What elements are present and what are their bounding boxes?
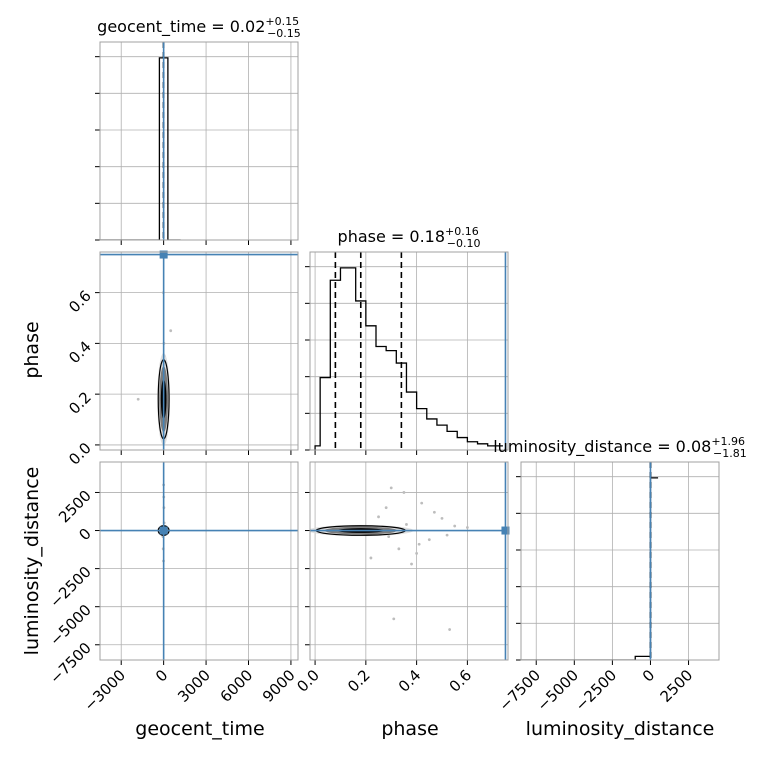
tick-label-x: −3000 [80,666,129,715]
tick-label-x: 0 [152,666,171,685]
panel-0-0: geocent_time = 0.02+0.15 −0.15 [95,15,301,245]
histogram-geocent_time [100,57,181,240]
scatter-point [410,562,413,566]
tick-label-y: 0.0 [65,439,95,469]
scatter-point [169,329,173,333]
tick-label-x: 2500 [657,666,697,706]
ylabel-luminosity-distance: luminosity_distance [21,467,43,656]
xlabel-geocent-time: geocent_time [135,718,264,740]
panel-frame [309,461,509,661]
tick-label-y: 0.2 [65,388,95,418]
truth-marker [159,526,168,535]
panel-frame [99,251,299,451]
tick-label-x: 0.0 [293,666,323,696]
tick-label-y: −7500 [46,639,95,688]
tick-label-y: 0.6 [65,287,95,317]
scatter-point [445,533,449,537]
scatter-point [448,628,452,631]
scatter-point [415,551,419,555]
scatter-point [427,538,431,542]
scatter-point [453,524,457,528]
histogram-phase [314,267,503,450]
scatter-point [387,535,391,539]
panel-frame [520,461,720,661]
scatter-point [420,501,424,505]
scatter-point [417,542,421,546]
scatter-point [377,515,380,519]
scatter-point [397,547,401,551]
scatter-point [405,523,408,526]
tick-label-x: 3000 [174,666,214,706]
scatter-point [392,617,396,621]
truth-marker [159,250,168,259]
scatter-point [432,510,436,514]
panel-1-1: phase = 0.18+0.16 −0.10 [305,225,509,455]
tick-label-x: −5000 [534,666,583,715]
panel-1-0: 0.0 0.2 0.4 0.6 [65,250,299,469]
truth-marker [501,526,510,535]
tick-label-x: 6000 [217,666,257,706]
tick-label-y: −2500 [46,563,95,612]
tick-label-x: 0.6 [446,666,476,696]
tick-label-y: 0.4 [65,337,95,367]
tick-label-y: 0 [75,525,94,544]
tick-label-y: 2500 [55,487,95,527]
ylabel-phase: phase [21,321,43,378]
scatter-point [136,397,140,401]
xlabel-luminosity-distance: luminosity_distance [526,718,715,740]
title-phase: phase = 0.18+0.16 −0.10 [338,225,481,250]
panel-frame [309,251,509,451]
scatter-point [369,556,373,560]
scatter-point [465,526,469,529]
tick-label-y: −5000 [46,601,95,650]
histogram-luminosity_distance [521,477,659,660]
tick-label-x: −7500 [495,666,544,715]
xlabel-phase: phase [381,718,438,740]
title-luminosity_distance: luminosity_distance = 0.08+1.96 −1.81 [493,435,747,460]
scatter-point [384,506,388,510]
panel-2-1: 0.0 0.2 0.4 0.6 [293,461,510,696]
tick-label-x: 0 [639,666,658,685]
scatter-point [402,491,406,494]
tick-label-x: −2500 [572,666,621,715]
scatter-point [389,486,393,490]
tick-label-x: 9000 [259,666,299,706]
scatter-point [440,516,444,520]
panel-frame [99,41,299,241]
panel-frame [99,461,299,661]
tick-label-x: 0.2 [344,666,374,696]
title-geocent_time: geocent_time = 0.02+0.15 −0.15 [97,15,301,40]
tick-label-x: 0.4 [395,666,425,696]
